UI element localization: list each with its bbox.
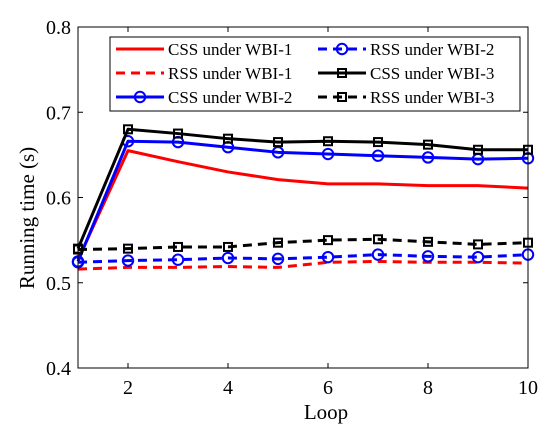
series-5-point-5 bbox=[273, 137, 283, 148]
x-tick-label: 2 bbox=[123, 377, 133, 399]
series-line-3 bbox=[76, 139, 529, 263]
series-4-point-5 bbox=[271, 252, 285, 266]
legend-label-3: CSS under WBI-2 bbox=[168, 88, 292, 107]
series-line-1 bbox=[76, 149, 529, 261]
x-tick-label: 8 bbox=[423, 377, 433, 399]
series-6 bbox=[73, 234, 533, 255]
series-3-point-6 bbox=[321, 147, 335, 161]
series-1 bbox=[76, 149, 529, 261]
legend-marker-3 bbox=[133, 90, 147, 104]
x-tick-label: 4 bbox=[223, 377, 233, 399]
series-4-point-2 bbox=[121, 254, 135, 267]
legend-marker-5 bbox=[337, 68, 347, 78]
legend-entry-5: CSS under WBI-3 bbox=[318, 64, 494, 83]
series-layer bbox=[71, 124, 535, 271]
series-line-5 bbox=[76, 127, 528, 250]
series-2 bbox=[77, 259, 529, 271]
y-axis-label: Running time (s) bbox=[15, 147, 39, 289]
series-line-6 bbox=[77, 237, 529, 251]
series-6-point-3 bbox=[173, 241, 183, 252]
series-6-point-5 bbox=[273, 237, 283, 248]
series-line-4 bbox=[77, 253, 529, 264]
legend-box bbox=[109, 36, 521, 112]
series-3-point-5 bbox=[271, 146, 285, 159]
series-6-point-6 bbox=[323, 235, 333, 246]
series-5-point-9 bbox=[473, 144, 483, 155]
legend-entry-4: RSS under WBI-2 bbox=[318, 40, 494, 59]
y-tick-label: 0.6 bbox=[46, 188, 71, 210]
series-3-point-8 bbox=[421, 151, 435, 164]
x-tick-label: 6 bbox=[323, 377, 333, 399]
legend: CSS under WBI-1 RSS under WBI-1 CSS under … bbox=[109, 36, 521, 112]
series-4 bbox=[71, 248, 535, 269]
x-axis-label: Loop bbox=[304, 400, 348, 424]
y-tick-label: 0.4 bbox=[46, 358, 71, 380]
series-5-point-7 bbox=[373, 137, 383, 148]
series-4-point-3 bbox=[171, 253, 185, 266]
series-4-point-4 bbox=[221, 251, 235, 265]
series-6-point-8 bbox=[423, 236, 433, 247]
series-6-point-7 bbox=[373, 234, 383, 245]
series-5-point-3 bbox=[173, 128, 183, 139]
legend-entry-6: RSS under WBI-3 bbox=[318, 88, 494, 107]
series-4-point-6 bbox=[321, 250, 335, 264]
legend-marker-6 bbox=[337, 92, 347, 102]
series-5 bbox=[73, 124, 533, 254]
legend-entry-1: CSS under WBI-1 bbox=[116, 40, 292, 59]
legend-marker-4 bbox=[335, 42, 349, 56]
legend-label-6: RSS under WBI-3 bbox=[370, 88, 494, 107]
y-tick-label: 0.5 bbox=[46, 273, 71, 295]
series-6-point-9 bbox=[473, 239, 483, 250]
axes-layer: 2 4 6 8 10 0.4 0.5 0.6 0.7 0.8 bbox=[46, 17, 538, 399]
legend-label-2: RSS under WBI-1 bbox=[168, 64, 292, 83]
series-4-point-7 bbox=[371, 248, 385, 261]
series-5-point-6 bbox=[323, 136, 333, 147]
y-tick-label: 0.7 bbox=[46, 102, 71, 124]
series-3-point-7 bbox=[371, 149, 385, 162]
legend-label-1: CSS under WBI-1 bbox=[168, 40, 292, 59]
legend-entry-3: CSS under WBI-2 bbox=[116, 88, 292, 107]
series-5-point-4 bbox=[223, 133, 233, 144]
y-tick-label: 0.8 bbox=[46, 17, 71, 39]
series-line-2 bbox=[77, 259, 529, 271]
series-5-point-8 bbox=[423, 139, 433, 150]
series-6-point-4 bbox=[223, 241, 233, 252]
legend-label-5: CSS under WBI-3 bbox=[370, 64, 494, 83]
series-5-point-2 bbox=[123, 124, 133, 135]
series-4-point-9 bbox=[471, 250, 485, 264]
series-6-point-2 bbox=[123, 243, 133, 254]
series-4-point-8 bbox=[421, 250, 435, 263]
x-tick-label: 10 bbox=[518, 377, 538, 399]
legend-label-4: RSS under WBI-2 bbox=[370, 40, 494, 59]
legend-entry-2: RSS under WBI-1 bbox=[116, 64, 292, 83]
